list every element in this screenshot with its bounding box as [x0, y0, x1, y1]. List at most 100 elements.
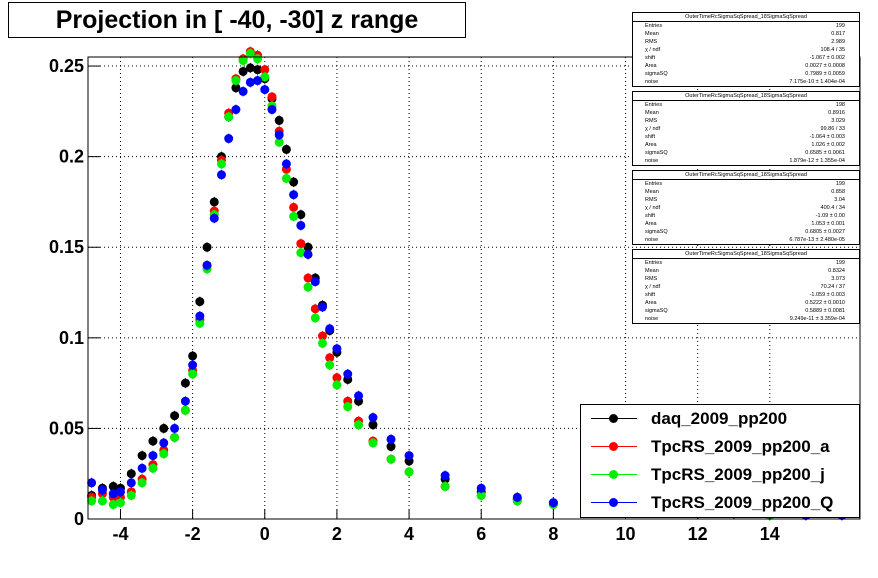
- data-point: [303, 282, 313, 292]
- x-tick-label: 12: [688, 524, 708, 544]
- stat-row: RMS 3.073: [645, 276, 845, 282]
- data-point: [170, 411, 180, 421]
- data-point: [195, 311, 205, 321]
- legend-marker-icon: [609, 442, 618, 451]
- data-point: [216, 170, 226, 180]
- data-point: [188, 369, 198, 379]
- stat-row: Area 0.0027 ± 0.0008: [645, 63, 845, 69]
- stat-row: χ / ndf 400.4 / 34: [645, 205, 845, 211]
- legend-entry-daq: daq_2009_pp200: [581, 405, 859, 433]
- data-point: [159, 423, 169, 433]
- data-point: [354, 391, 364, 401]
- data-point: [87, 478, 97, 488]
- stat-row: sigmaSQ 0.6805 ± 0.0027: [645, 229, 845, 235]
- stat-row: Mean 0.8916: [645, 110, 845, 116]
- x-tick-label: -4: [112, 524, 128, 544]
- stat-row: shift -1.067 ± 0.002: [645, 55, 845, 61]
- x-tick-label: 4: [404, 524, 414, 544]
- data-point: [332, 344, 342, 354]
- plot-frame: [87, 56, 861, 520]
- data-point: [224, 112, 234, 122]
- data-point: [512, 492, 522, 502]
- stat-row: RMS 2.989: [645, 39, 845, 45]
- x-tick-label: 8: [548, 524, 558, 544]
- y-tick-label: 0: [74, 509, 84, 529]
- data-point: [317, 302, 327, 312]
- data-point: [209, 197, 219, 207]
- data-point: [274, 137, 284, 147]
- data-point: [386, 454, 396, 464]
- data-point: [231, 83, 241, 93]
- data-point: [87, 496, 97, 506]
- data-point: [231, 76, 241, 86]
- legend-marker-icon: [609, 470, 618, 479]
- data-point: [97, 496, 107, 506]
- data-point: [126, 478, 136, 488]
- data-point: [216, 159, 226, 169]
- data-point: [137, 478, 147, 488]
- data-point: [303, 249, 313, 259]
- stat-row: noise 6.787e-13 ± 2.480e-05: [645, 237, 845, 243]
- data-point: [404, 467, 414, 477]
- data-point: [260, 85, 270, 95]
- data-point: [274, 130, 284, 140]
- data-point: [180, 405, 190, 415]
- data-point: [368, 438, 378, 448]
- x-tick-label: 6: [476, 524, 486, 544]
- data-point: [126, 469, 136, 479]
- stat-row: shift -1.064 ± 0.003: [645, 134, 845, 140]
- data-point: [170, 432, 180, 442]
- x-tick-label: 10: [615, 524, 635, 544]
- data-point: [368, 413, 378, 423]
- data-point: [440, 481, 450, 491]
- data-point: [440, 471, 450, 481]
- data-point: [148, 451, 158, 461]
- legend-label: TpcRS_2009_pp200_Q: [651, 493, 834, 512]
- stat-row: RMS 3.04: [645, 197, 845, 203]
- stat-box-title: OuterTimeRcSigmaSqSpread_18SigmaSqSpread: [633, 92, 859, 101]
- data-point: [476, 490, 486, 500]
- data-point: [325, 324, 335, 334]
- data-point: [303, 273, 313, 283]
- data-point: [296, 239, 306, 249]
- legend-entry-j: TpcRS_2009_pp200_j: [581, 461, 859, 489]
- stat-row: noise 1.879e-12 ± 1.355e-04: [645, 158, 845, 164]
- data-point: [317, 338, 327, 348]
- data-point: [159, 438, 169, 448]
- data-point: [137, 463, 147, 473]
- data-point: [260, 72, 270, 82]
- data-point: [126, 490, 136, 500]
- data-point: [137, 451, 147, 461]
- data-point: [188, 360, 198, 370]
- data-point: [195, 297, 205, 307]
- stat-row: Entries 198: [645, 102, 845, 108]
- data-point: [325, 360, 335, 370]
- data-point: [180, 396, 190, 406]
- stat-box-title: OuterTimeRcSigmaSqSpread_18SigmaSqSpread: [633, 171, 859, 180]
- data-point: [267, 92, 277, 102]
- chart-title: Projection in [ -40, -30] z range: [8, 2, 466, 38]
- data-point: [148, 463, 158, 473]
- data-point: [209, 213, 219, 223]
- data-point: [317, 331, 327, 341]
- data-point: [325, 353, 335, 363]
- stat-row: sigmaSQ 0.7989 ± 0.0059: [645, 71, 845, 77]
- stat-row: χ / ndf 70.24 / 37: [645, 284, 845, 290]
- data-point: [148, 436, 158, 446]
- x-tick-label: 2: [332, 524, 342, 544]
- stat-box-title: OuterTimeRcSigmaSqSpread_18SigmaSqSpread: [633, 250, 859, 259]
- x-tick-label: 0: [260, 524, 270, 544]
- data-point: [188, 351, 198, 361]
- stat-row: shift -1.059 ± 0.003: [645, 292, 845, 298]
- data-point: [202, 260, 212, 270]
- data-point: [170, 423, 180, 433]
- legend-entry-a: TpcRS_2009_pp200_a: [581, 433, 859, 461]
- stat-row: χ / ndf 108.4 / 35: [645, 47, 845, 53]
- data-point: [289, 211, 299, 221]
- stat-row: Area 1.026 ± 0.002: [645, 142, 845, 148]
- data-point: [108, 481, 118, 491]
- stat-row: sigmaSQ 0.6585 ± 0.0061: [645, 150, 845, 156]
- data-point: [267, 105, 277, 115]
- data-point: [368, 420, 378, 430]
- stat-box-4: OuterTimeRcSigmaSqSpread_18SigmaSqSpread…: [632, 249, 860, 324]
